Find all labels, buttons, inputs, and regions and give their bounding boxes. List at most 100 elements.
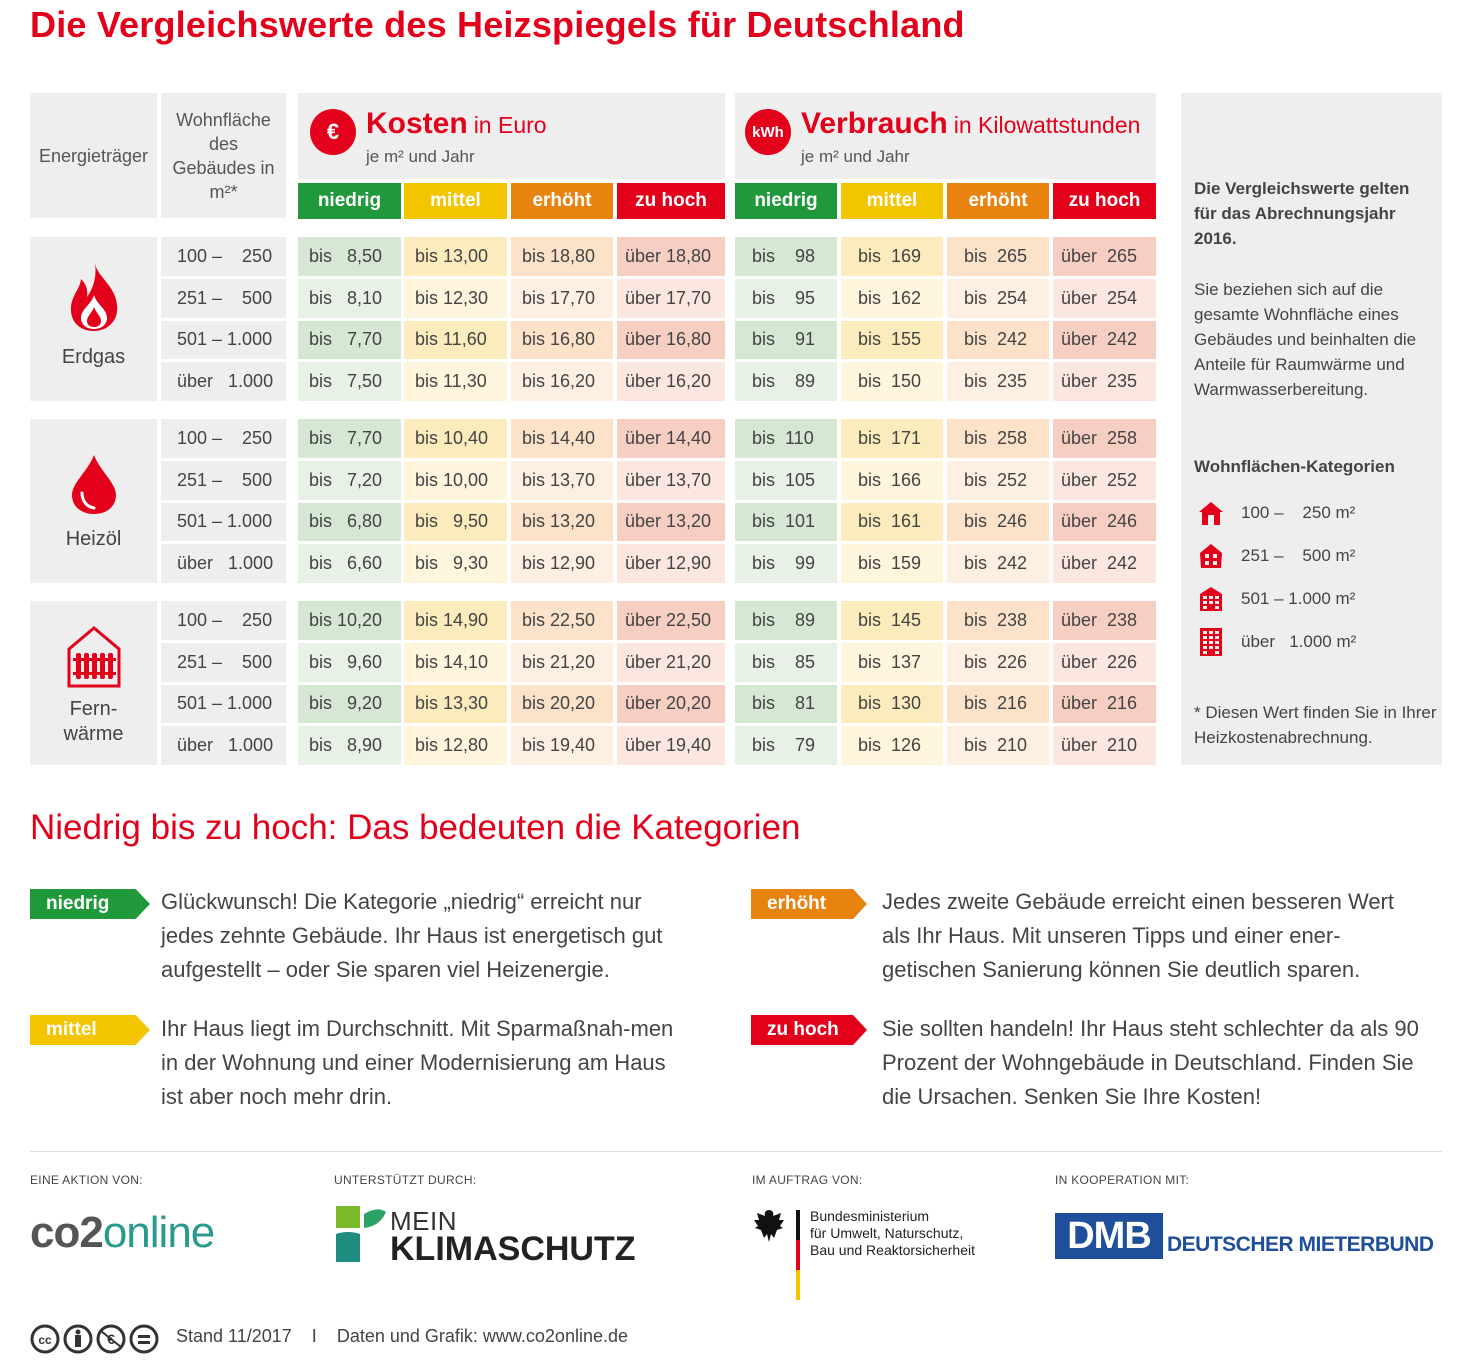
cc-by-icon	[63, 1324, 93, 1354]
kwh-cell-zu-hoch: über 252	[1053, 460, 1156, 500]
kwh-cell-niedrig: bis 85	[735, 642, 837, 682]
cost-cell-erhoeht: bis 14,40	[511, 419, 613, 458]
label-unterstuetzt: UNTERSTÜTZT DURCH:	[334, 1173, 477, 1187]
cost-cell-niedrig: bis 8,90	[298, 726, 401, 765]
kwh-cell-zu-hoch: über 216	[1053, 684, 1156, 724]
kosten-unit: in Euro	[473, 112, 547, 138]
cost-cell-mittel: bis 9,30	[404, 544, 507, 583]
energy-label: Heizöl	[65, 528, 122, 550]
legend-item-medium: 251 – 500 m²	[1197, 541, 1355, 571]
cost-cell-niedrig: bis 10,20	[298, 601, 401, 640]
verbrauch-cat-mittel: mittel	[841, 183, 943, 219]
area-cell: über 1.000	[161, 544, 286, 583]
kwh-cell-mittel: bis 166	[841, 460, 943, 500]
kwh-cell-zu-hoch: über 226	[1053, 642, 1156, 682]
cost-cell-niedrig: bis 9,20	[298, 684, 401, 724]
cost-cell-niedrig: bis 6,60	[298, 544, 401, 583]
cost-cell-erhoeht: bis 16,20	[511, 362, 613, 401]
kosten-sub: je m² und Jahr	[366, 147, 475, 166]
kwh-cell-zu-hoch: über 254	[1053, 278, 1156, 318]
tag-zu-hoch: zu hoch	[751, 1015, 867, 1045]
page-title: Die Vergleichswerte des Heizspiegels für…	[30, 4, 965, 45]
cost-cell-zu-hoch: über 13,20	[617, 502, 725, 542]
cost-cell-zu-hoch: über 19,40	[617, 726, 725, 765]
kwh-cell-niedrig: bis 99	[735, 544, 837, 583]
kwh-cell-niedrig: bis 91	[735, 320, 837, 360]
kwh-cell-erhoeht: bis 265	[947, 237, 1049, 276]
header-energietraeger: Energieträger	[30, 93, 157, 218]
cost-cell-mittel: bis 10,40	[404, 419, 507, 458]
area-cell: über 1.000	[161, 726, 286, 765]
cost-cell-zu-hoch: über 13,70	[617, 460, 725, 500]
oil-drop-icon	[69, 453, 119, 520]
cost-cell-erhoeht: bis 18,80	[511, 237, 613, 276]
kwh-cell-niedrig: bis 89	[735, 362, 837, 401]
kwh-cell-erhoeht: bis 238	[947, 601, 1049, 640]
info-scope: Sie beziehen sich auf die gesamte Wohnfl…	[1194, 280, 1417, 399]
footer-credits: Stand 11/2017 I Daten und Grafik: www.co…	[176, 1326, 628, 1347]
verbrauch-unit: in Kilowattstunden	[953, 112, 1141, 138]
cost-cell-erhoeht: bis 13,20	[511, 502, 613, 542]
area-cell: 100 – 250	[161, 237, 286, 276]
area-cell: 501 – 1.000	[161, 684, 286, 724]
cost-cell-mittel: bis 14,90	[404, 601, 507, 640]
kwh-cell-erhoeht: bis 235	[947, 362, 1049, 401]
kosten-cat-erhoeht: erhöht	[511, 183, 613, 219]
kwh-cell-zu-hoch: über 238	[1053, 601, 1156, 640]
area-cell: 100 – 250	[161, 419, 286, 458]
kosten-cat-zu-hoch: zu hoch	[617, 183, 725, 219]
area-cell: über 1.000	[161, 362, 286, 401]
kwh-cell-mittel: bis 162	[841, 278, 943, 318]
energy-2: Fern- wärme	[30, 601, 157, 765]
desc-erhoeht: Jedes zweite Gebäude erreicht einen bess…	[882, 889, 1394, 982]
kosten-cat-mittel: mittel	[404, 183, 507, 219]
bmub-line-2: für Umwelt, Naturschutz,	[810, 1225, 964, 1241]
kosten-header: € Kosten in Euro je m² und Jahr	[298, 93, 725, 179]
cost-cell-erhoeht: bis 22,50	[511, 601, 613, 640]
kwh-cell-erhoeht: bis 226	[947, 642, 1049, 682]
desc-mittel: Ihr Haus liegt im Durchschnitt. Mit Spar…	[161, 1016, 674, 1109]
verbrauch-title: Verbrauch	[801, 107, 948, 140]
kwh-cell-erhoeht: bis 210	[947, 726, 1049, 765]
cost-cell-niedrig: bis 8,50	[298, 237, 401, 276]
cost-cell-zu-hoch: über 22,50	[617, 601, 725, 640]
header-wohnflaeche: Wohnfläche des Gebäudes in m²*	[161, 93, 286, 218]
verbrauch-cat-niedrig: niedrig	[735, 183, 837, 219]
cc-license-icons[interactable]: cc €	[30, 1324, 159, 1354]
kwh-cell-zu-hoch: über 210	[1053, 726, 1156, 765]
co2online-logo[interactable]: co2online	[30, 1208, 215, 1257]
kwh-cell-erhoeht: bis 216	[947, 684, 1049, 724]
kosten-cat-niedrig: niedrig	[298, 183, 401, 219]
cost-cell-zu-hoch: über 12,90	[617, 544, 725, 583]
kwh-cell-mittel: bis 161	[841, 502, 943, 542]
kwh-cell-erhoeht: bis 242	[947, 320, 1049, 360]
label-aktion: EINE AKTION VON:	[30, 1173, 143, 1187]
cost-cell-zu-hoch: über 21,20	[617, 642, 725, 682]
kwh-cell-niedrig: bis 79	[735, 726, 837, 765]
stand-text: Stand 11/2017	[176, 1326, 292, 1346]
cost-cell-erhoeht: bis 21,20	[511, 642, 613, 682]
credit-link[interactable]: Daten und Grafik: www.co2online.de	[336, 1326, 628, 1346]
cc-nd-icon	[129, 1324, 159, 1354]
kwh-cell-niedrig: bis 98	[735, 237, 837, 276]
kwh-cell-erhoeht: bis 252	[947, 460, 1049, 500]
cost-cell-zu-hoch: über 16,80	[617, 320, 725, 360]
kwh-cell-niedrig: bis 110	[735, 419, 837, 458]
cost-cell-niedrig: bis 7,70	[298, 419, 401, 458]
categories-title: Niedrig bis zu hoch: Das bedeuten die Ka…	[30, 808, 801, 847]
area-cell: 251 – 500	[161, 460, 286, 500]
energy-label: Fern- wärme	[63, 698, 124, 745]
cost-cell-erhoeht: bis 19,40	[511, 726, 613, 765]
kwh-cell-mittel: bis 150	[841, 362, 943, 401]
kosten-title: Kosten	[366, 107, 468, 140]
kwh-cell-mittel: bis 130	[841, 684, 943, 724]
cost-cell-erhoeht: bis 12,90	[511, 544, 613, 583]
verbrauch-header: kWh Verbrauch in Kilowattstunden je m² un…	[735, 93, 1156, 179]
bmub-line-3: Bau und Reaktorsicherheit	[810, 1242, 975, 1258]
cost-cell-mittel: bis 10,00	[404, 460, 507, 500]
flame-icon	[67, 261, 121, 338]
cost-cell-zu-hoch: über 18,80	[617, 237, 725, 276]
kwh-cell-mittel: bis 171	[841, 419, 943, 458]
area-cell: 501 – 1.000	[161, 320, 286, 360]
label-kooperation: IN KOOPERATION MIT:	[1055, 1173, 1190, 1187]
